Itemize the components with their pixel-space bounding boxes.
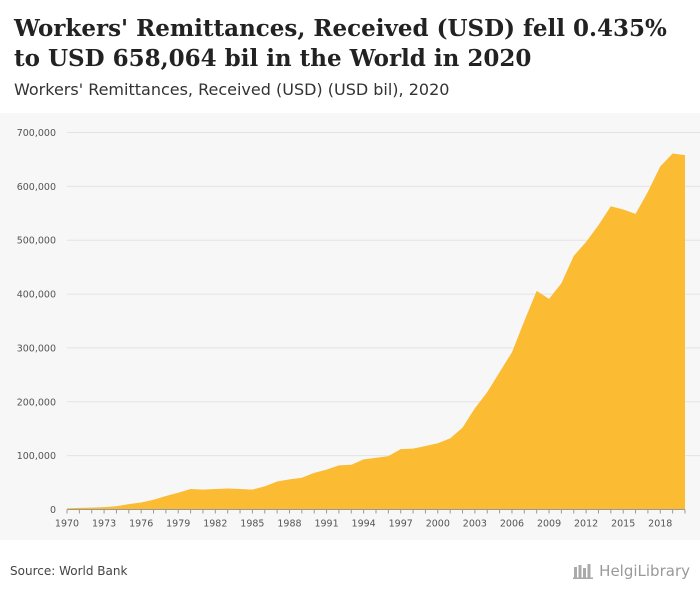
axes <box>66 509 686 514</box>
x-tick-label: 1976 <box>129 519 153 530</box>
y-tick-label: 100,000 <box>17 451 56 462</box>
x-tick-label: 1973 <box>92 519 116 530</box>
y-tick-label: 400,000 <box>17 290 56 301</box>
source-note: Source: World Bank <box>10 564 128 578</box>
y-tick-label: 700,000 <box>17 128 56 139</box>
x-tick-label: 2009 <box>537 519 561 530</box>
y-tick-labels: 0 100,000 200,000 300,000 400,000 500,000 600,… <box>17 128 56 516</box>
x-tick-label: 1988 <box>277 519 301 530</box>
x-tick-label: 1985 <box>240 519 264 530</box>
area-series <box>67 153 685 510</box>
x-tick-labels: 1970 1973 1976 1979 1982 1985 1988 1991 1994 1997… <box>55 519 672 530</box>
x-tick-label: 1982 <box>203 519 227 530</box>
x-tick-label: 2015 <box>611 519 635 530</box>
x-tick-label: 2012 <box>574 519 598 530</box>
chart-title: Workers' Remittances, Received (USD) fel… <box>14 15 667 72</box>
x-tick-label: 1994 <box>352 519 376 530</box>
y-tick-label: 0 <box>50 505 56 516</box>
x-tick-label: 1970 <box>55 519 79 530</box>
y-tick-label: 500,000 <box>17 236 56 247</box>
library-icon <box>573 564 594 579</box>
y-tick-label: 200,000 <box>17 397 56 408</box>
gridlines <box>67 132 700 457</box>
chart-subtitle: Workers' Remittances, Received (USD) (US… <box>14 80 450 99</box>
brand-name: HelgiLibrary <box>599 562 690 580</box>
x-tick-label: 2006 <box>500 519 524 530</box>
y-tick-label: 300,000 <box>17 343 56 354</box>
y-tick-label: 600,000 <box>17 182 56 193</box>
x-tick-label: 2000 <box>426 519 450 530</box>
area-chart: 0 100,000 200,000 300,000 400,000 500,000 600,… <box>17 128 700 530</box>
x-tick-label: 1991 <box>314 519 338 530</box>
x-tick-label: 2018 <box>648 519 672 530</box>
x-tick-label: 2003 <box>463 519 487 530</box>
x-tick-label: 1997 <box>389 519 413 530</box>
brand-logo[interactable]: HelgiLibrary <box>573 562 690 580</box>
x-tick-label: 1979 <box>166 519 190 530</box>
